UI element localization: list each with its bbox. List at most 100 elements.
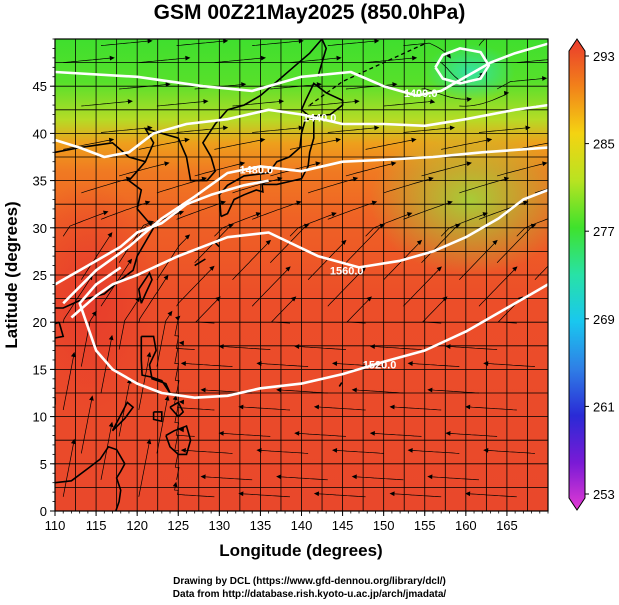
x-tick-label: 135: [250, 518, 272, 533]
streamline: [62, 356, 74, 411]
streamline-arrow: [313, 491, 320, 497]
streamline: [270, 84, 319, 90]
y-tick-label: 20: [33, 315, 47, 330]
streamline-arrow: [172, 481, 178, 488]
streamline: [232, 101, 281, 107]
streamline: [63, 139, 111, 150]
streamline-arrow: [445, 344, 451, 349]
streamline: [365, 139, 413, 150]
streamline-arrow: [163, 274, 169, 281]
streamline-arrow: [389, 491, 395, 497]
map-title: GSM 00Z21May2025 (850.0hPa): [153, 1, 466, 24]
streamline: [100, 425, 112, 480]
streamline: [345, 225, 382, 263]
streamline-arrow: [260, 55, 266, 61]
streamline: [534, 188, 548, 194]
streamline-arrow: [351, 387, 357, 393]
streamline-arrow: [185, 55, 191, 61]
streamline: [279, 476, 328, 481]
streamline: [214, 57, 263, 63]
streamline: [62, 442, 74, 497]
streamline-arrow: [563, 55, 568, 60]
streamline: [327, 202, 374, 220]
streamline: [327, 40, 376, 46]
streamline: [403, 42, 449, 56]
coastline: [194, 258, 206, 267]
streamline-arrow: [223, 39, 229, 44]
coastline: [300, 82, 344, 118]
streamline: [327, 127, 376, 133]
streamline-arrow: [369, 430, 375, 436]
streamline: [204, 476, 253, 481]
streamline: [100, 202, 148, 220]
streamline-arrow: [146, 351, 152, 358]
streamline: [214, 213, 258, 237]
streamline-arrow: [135, 296, 141, 303]
streamline: [184, 450, 233, 454]
colorbar-tick-label: 253: [593, 487, 615, 502]
streamline: [156, 314, 171, 367]
streamline-arrow: [200, 474, 206, 480]
streamline: [411, 363, 460, 367]
streamline-arrow: [542, 76, 548, 81]
streamline: [373, 433, 422, 437]
streamline-arrow: [374, 125, 380, 131]
contour-line: [62, 146, 548, 305]
streamline-arrow: [331, 212, 337, 217]
x-tick-label: 110: [45, 518, 66, 533]
y-tick-label: 0: [40, 504, 47, 519]
streamline-arrow: [542, 161, 548, 167]
coastline: [169, 401, 185, 418]
streamline: [459, 242, 496, 280]
streamline: [156, 399, 168, 454]
streamline: [516, 142, 548, 150]
x-tick-label: 160: [455, 518, 477, 533]
y-tick-label: 40: [33, 126, 47, 141]
coastline: [165, 424, 192, 456]
streamline: [516, 218, 548, 237]
streamline: [222, 433, 271, 437]
y-tick-label: 45: [33, 79, 47, 94]
streamline-arrow: [239, 161, 246, 167]
streamline-arrow: [180, 361, 186, 366]
streamline-arrow: [127, 258, 133, 265]
streamline: [373, 346, 422, 350]
streamline-arrow: [446, 53, 451, 59]
streamline: [81, 178, 128, 194]
streamline-arrow: [562, 137, 568, 143]
credit-drawing: Drawing by DCL (https://www.gfd-dennou.o…: [173, 576, 446, 587]
streamline: [335, 450, 384, 454]
streamline-arrow: [276, 474, 282, 480]
height-contours: 1400.0 1440.0 1480.0 1560.0 1520.0: [55, 42, 548, 399]
streamline: [307, 178, 355, 194]
coastline: [111, 401, 135, 432]
streamline: [393, 493, 442, 498]
streamline: [486, 450, 535, 454]
x-tick-label: 150: [373, 518, 395, 533]
streamline: [430, 389, 480, 394]
streamline-arrow: [285, 266, 291, 272]
streamline: [252, 202, 299, 220]
streamline-arrow: [276, 387, 282, 393]
streamline: [441, 139, 489, 150]
y-tick-label: 35: [33, 174, 47, 189]
streamline: [308, 101, 357, 107]
streamline-arrow: [492, 239, 498, 246]
streamline: [260, 363, 309, 367]
streamline: [138, 57, 187, 63]
contour-label: 1480.0: [239, 164, 273, 176]
streamline-arrow: [238, 491, 244, 497]
streamline-arrow: [407, 361, 413, 366]
streamline-arrow: [278, 99, 285, 104]
streamline-arrow: [411, 137, 417, 143]
streamline: [241, 406, 291, 411]
streamline: [62, 212, 106, 237]
x-tick-label: 115: [86, 518, 107, 533]
streamline: [279, 389, 328, 394]
streamline: [403, 127, 452, 133]
x-tick-label: 140: [291, 518, 313, 533]
streamline: [100, 339, 112, 394]
contour-line: [55, 179, 269, 286]
streamline: [459, 94, 506, 107]
streamline: [468, 493, 517, 498]
